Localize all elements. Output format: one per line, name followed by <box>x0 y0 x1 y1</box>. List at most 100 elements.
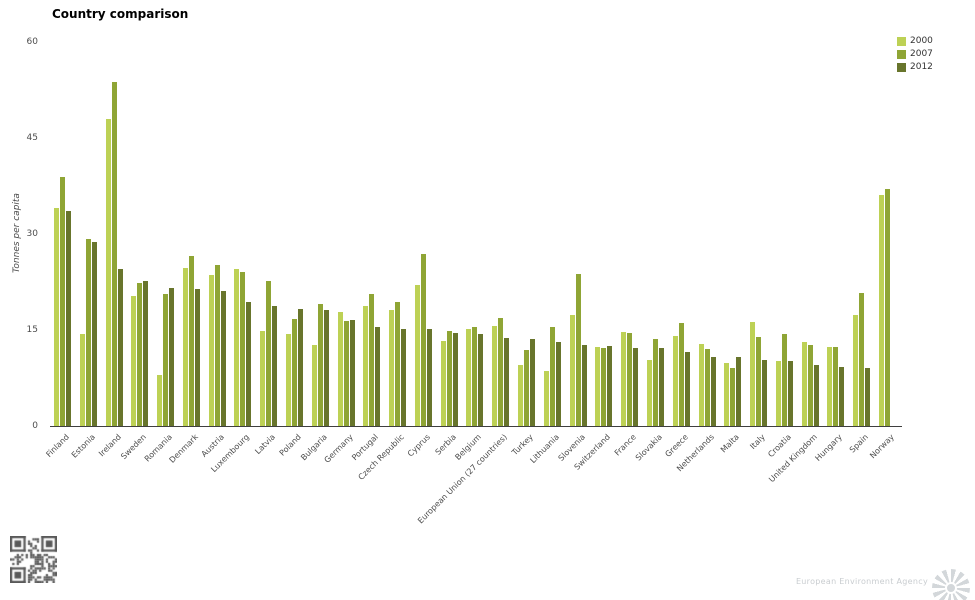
bar-2000[interactable] <box>440 340 446 426</box>
bar-2000[interactable] <box>853 315 859 426</box>
bar-2007[interactable] <box>859 292 865 426</box>
bar-2007[interactable] <box>111 81 117 426</box>
bar-2000[interactable] <box>569 315 575 426</box>
bar-2012[interactable] <box>298 308 304 426</box>
bar-2012[interactable] <box>813 365 819 426</box>
bar-2012[interactable] <box>375 326 381 426</box>
bar-2000[interactable] <box>363 305 369 426</box>
bar-2012[interactable] <box>787 361 793 426</box>
bar-2007[interactable] <box>395 301 401 426</box>
bar-2000[interactable] <box>208 274 214 426</box>
bar-2007[interactable] <box>292 319 298 426</box>
bar-2012[interactable] <box>684 351 690 426</box>
bar-2012[interactable] <box>865 367 871 426</box>
bar-2007[interactable] <box>756 337 762 426</box>
bar-2007[interactable] <box>601 347 607 426</box>
bar-2000[interactable] <box>389 310 395 426</box>
bar-2000[interactable] <box>878 194 884 426</box>
bar-2012[interactable] <box>323 309 329 426</box>
bar-2007[interactable] <box>807 345 813 426</box>
bar-2000[interactable] <box>672 335 678 426</box>
bar-2000[interactable] <box>543 370 549 426</box>
bar-2000[interactable] <box>79 334 85 426</box>
bar-2012[interactable] <box>117 269 123 426</box>
bar-2012[interactable] <box>66 210 71 426</box>
legend-item-2000[interactable]: 2000 <box>897 35 933 48</box>
bar-2012[interactable] <box>633 347 639 426</box>
bar-2012[interactable] <box>143 281 149 426</box>
bar-2007[interactable] <box>163 293 169 426</box>
bar-2007[interactable] <box>214 265 220 426</box>
bar-2000[interactable] <box>518 365 524 426</box>
bar-2012[interactable] <box>349 320 355 426</box>
bar-2007[interactable] <box>188 256 194 426</box>
bar-2000[interactable] <box>414 285 420 426</box>
bar-2012[interactable] <box>246 301 252 426</box>
bar-2007[interactable] <box>85 239 91 426</box>
bar-2007[interactable] <box>369 293 375 426</box>
bar-2007[interactable] <box>317 303 323 426</box>
bar-2000[interactable] <box>131 296 137 426</box>
bar-2007[interactable] <box>575 273 581 426</box>
bar-2000[interactable] <box>337 312 343 426</box>
bar-2012[interactable] <box>839 367 845 426</box>
bar-2007[interactable] <box>343 321 349 426</box>
bar-2012[interactable] <box>426 329 432 426</box>
bar-2012[interactable] <box>194 289 200 426</box>
bar-2007[interactable] <box>549 327 555 426</box>
legend-item-2007[interactable]: 2007 <box>897 48 933 61</box>
bar-2012[interactable] <box>220 290 226 426</box>
bar-2012[interactable] <box>530 338 536 426</box>
bar-2000[interactable] <box>595 347 601 426</box>
bar-2007[interactable] <box>240 272 246 426</box>
bar-2000[interactable] <box>234 269 240 426</box>
bar-2000[interactable] <box>157 375 163 426</box>
legend-item-2012[interactable]: 2012 <box>897 61 933 74</box>
bar-2012[interactable] <box>401 328 407 426</box>
bar-2012[interactable] <box>658 347 664 426</box>
bar-2007[interactable] <box>446 331 452 426</box>
bar-2012[interactable] <box>555 342 561 426</box>
bar-2000[interactable] <box>621 331 627 426</box>
bar-2007[interactable] <box>498 318 504 426</box>
bar-2007[interactable] <box>704 349 710 426</box>
bar-2007[interactable] <box>524 349 530 426</box>
bar-2007[interactable] <box>420 253 426 426</box>
bar-2007[interactable] <box>781 333 787 426</box>
bar-2000[interactable] <box>698 344 704 426</box>
bar-2007[interactable] <box>884 189 890 426</box>
bar-2012[interactable] <box>478 333 484 426</box>
bar-2012[interactable] <box>762 360 768 426</box>
bar-2007[interactable] <box>678 322 684 426</box>
bar-2007[interactable] <box>266 281 272 426</box>
bar-2000[interactable] <box>492 325 498 426</box>
bar-2000[interactable] <box>466 329 472 426</box>
bar-2012[interactable] <box>581 345 587 426</box>
bar-2000[interactable] <box>724 362 730 426</box>
bar-2012[interactable] <box>736 356 742 426</box>
bar-2007[interactable] <box>730 367 736 426</box>
bar-2000[interactable] <box>801 342 807 426</box>
bar-2000[interactable] <box>105 118 111 426</box>
bar-2000[interactable] <box>775 361 781 426</box>
bar-2007[interactable] <box>652 338 658 426</box>
bar-2012[interactable] <box>169 287 175 426</box>
bar-2000[interactable] <box>54 208 59 426</box>
bar-2007[interactable] <box>137 282 143 426</box>
bar-2000[interactable] <box>286 333 292 426</box>
bar-2012[interactable] <box>710 356 716 426</box>
bar-2000[interactable] <box>260 330 266 426</box>
bar-2012[interactable] <box>272 306 278 426</box>
bar-2012[interactable] <box>607 346 613 426</box>
bar-2000[interactable] <box>646 360 652 426</box>
bar-2000[interactable] <box>827 346 833 426</box>
bar-2000[interactable] <box>311 345 317 426</box>
bar-2012[interactable] <box>91 241 97 426</box>
bar-2000[interactable] <box>182 267 188 426</box>
bar-2000[interactable] <box>750 322 756 426</box>
bar-2007[interactable] <box>60 177 65 426</box>
bar-2012[interactable] <box>504 338 510 426</box>
bar-2012[interactable] <box>452 333 458 426</box>
bar-2007[interactable] <box>833 346 839 426</box>
bar-2007[interactable] <box>472 326 478 426</box>
